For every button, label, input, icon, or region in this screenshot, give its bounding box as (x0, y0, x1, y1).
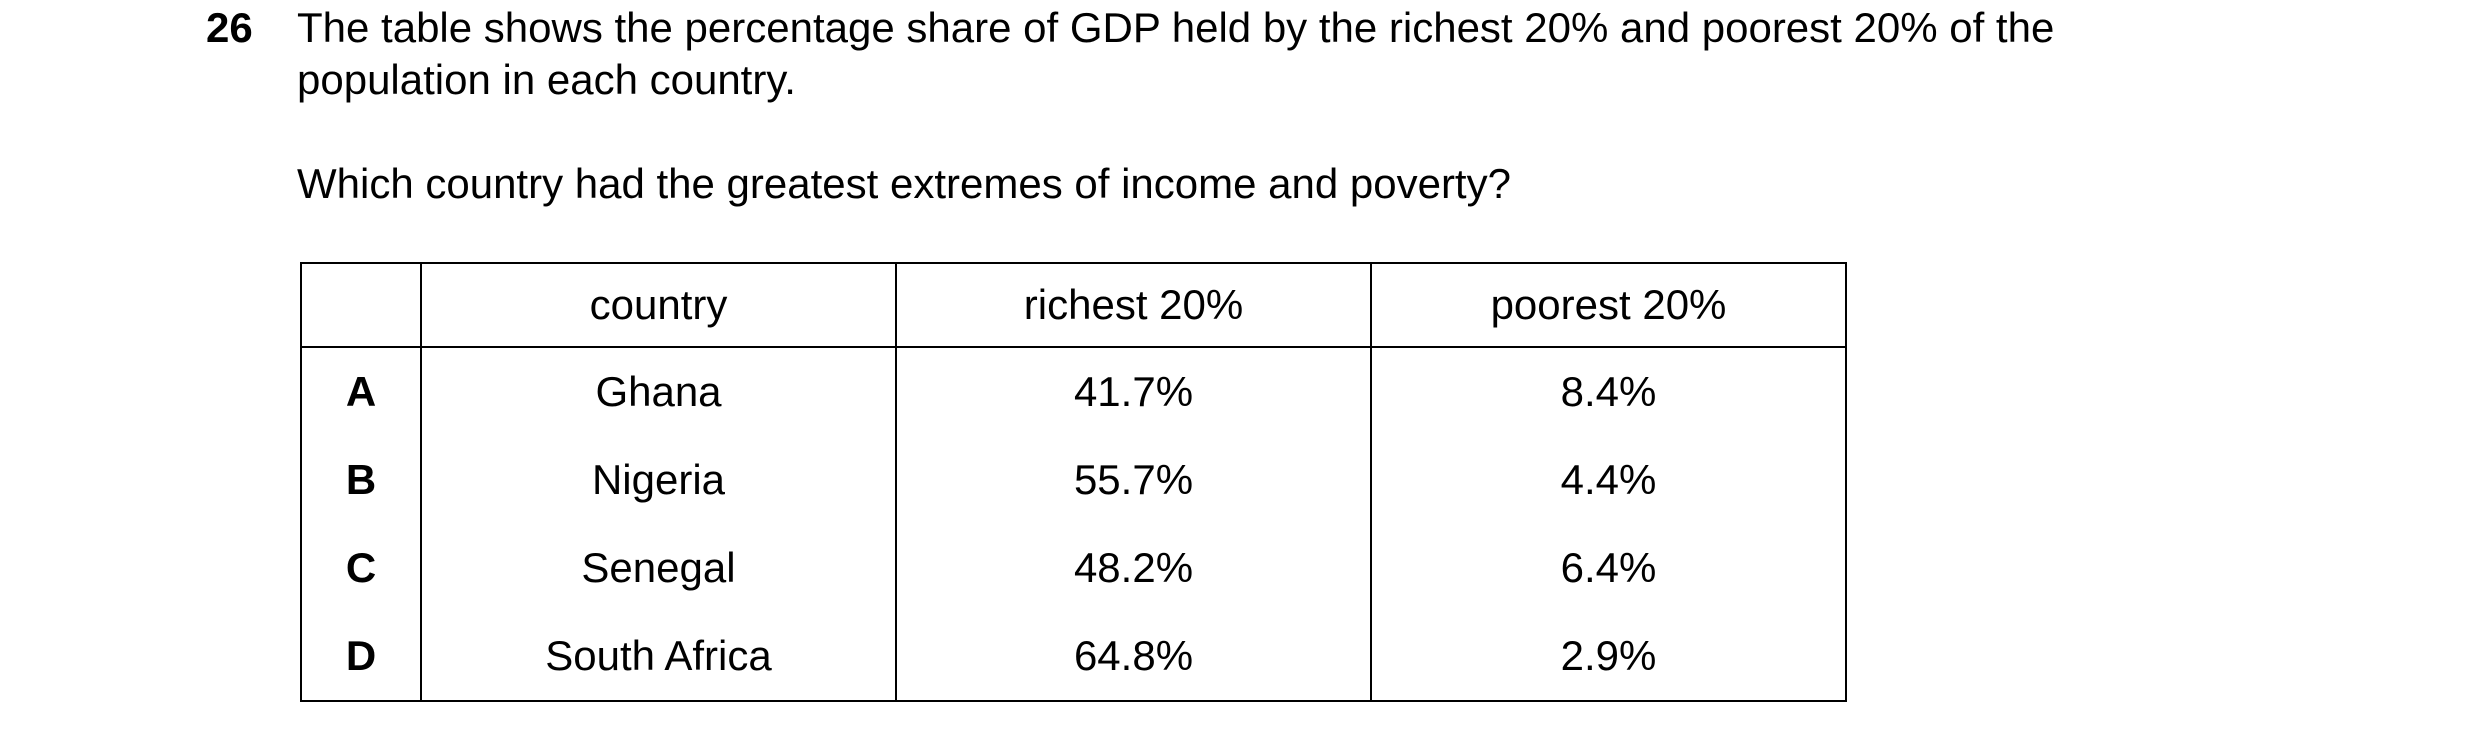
stem-line-2: population in each country. (297, 56, 796, 103)
question-prompt: Which country had the greatest extremes … (297, 160, 1511, 207)
option-key[interactable]: A (300, 347, 422, 436)
header-key (300, 262, 422, 348)
table-row: A Ghana 41.7% 8.4% (300, 347, 1847, 436)
country-cell: Ghana (420, 347, 897, 436)
country-cell: South Africa (420, 612, 897, 702)
question-number: 26 (206, 4, 253, 51)
table-row: D South Africa 64.8% 2.9% (300, 612, 1847, 702)
richest-cell: 48.2% (895, 524, 1372, 612)
question-stem: The table shows the percentage share of … (297, 2, 2297, 106)
option-key[interactable]: B (300, 436, 422, 524)
option-key[interactable]: D (300, 612, 422, 702)
country-cell: Nigeria (420, 436, 897, 524)
country-cell: Senegal (420, 524, 897, 612)
richest-cell: 55.7% (895, 436, 1372, 524)
richest-cell: 41.7% (895, 347, 1372, 436)
table-row: C Senegal 48.2% 6.4% (300, 524, 1847, 612)
table-row: B Nigeria 55.7% 4.4% (300, 436, 1847, 524)
stem-line-1: The table shows the percentage share of … (297, 4, 2055, 51)
poorest-cell: 6.4% (1370, 524, 1847, 612)
header-richest: richest 20% (895, 262, 1372, 348)
data-table: country richest 20% poorest 20% A Ghana … (300, 262, 1847, 702)
poorest-cell: 4.4% (1370, 436, 1847, 524)
richest-cell: 64.8% (895, 612, 1372, 702)
table-header-row: country richest 20% poorest 20% (300, 262, 1847, 348)
poorest-cell: 8.4% (1370, 347, 1847, 436)
option-key[interactable]: C (300, 524, 422, 612)
header-country: country (420, 262, 897, 348)
poorest-cell: 2.9% (1370, 612, 1847, 702)
header-poorest: poorest 20% (1370, 262, 1847, 348)
